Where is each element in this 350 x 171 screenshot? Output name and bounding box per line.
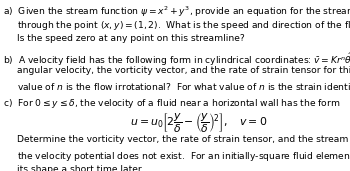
Text: Is the speed zero at any point on this streamline?: Is the speed zero at any point on this s… [17, 34, 245, 43]
Text: through the point $(x, y) = (1, 2)$.  What is the speed and direction of the flu: through the point $(x, y) = (1, 2)$. Wha… [17, 19, 350, 32]
Text: Determine the vorticity vector, the rate of strain tensor, and the stream functi: Determine the vorticity vector, the rate… [17, 135, 350, 144]
Text: its shape a short time later.: its shape a short time later. [17, 165, 144, 171]
Text: b)  A velocity field has the following form in cylindrical coordinates: $\bar{v}: b) A velocity field has the following fo… [3, 51, 350, 68]
Text: angular velocity, the vorticity vector, and the rate of strain tensor for this f: angular velocity, the vorticity vector, … [17, 66, 350, 75]
Text: $u = u_0\left[2\dfrac{y}{\delta} - \left(\dfrac{y}{\delta}\right)^{\!2}\right], : $u = u_0\left[2\dfrac{y}{\delta} - \left… [130, 112, 267, 135]
Text: the velocity potential does not exist.  For an initially-square fluid element at: the velocity potential does not exist. F… [17, 150, 350, 163]
Text: c)  For $0 \leq y \leq \delta$, the velocity of a fluid near a horizontal wall h: c) For $0 \leq y \leq \delta$, the veloc… [3, 97, 340, 110]
Text: a)  Given the stream function $\psi = x^2 + y^3$, provide an equation for the st: a) Given the stream function $\psi = x^2… [3, 4, 350, 19]
Text: value of $n$ is the flow irrotational?  For what value of $n$ is the strain iden: value of $n$ is the flow irrotational? F… [17, 81, 350, 94]
